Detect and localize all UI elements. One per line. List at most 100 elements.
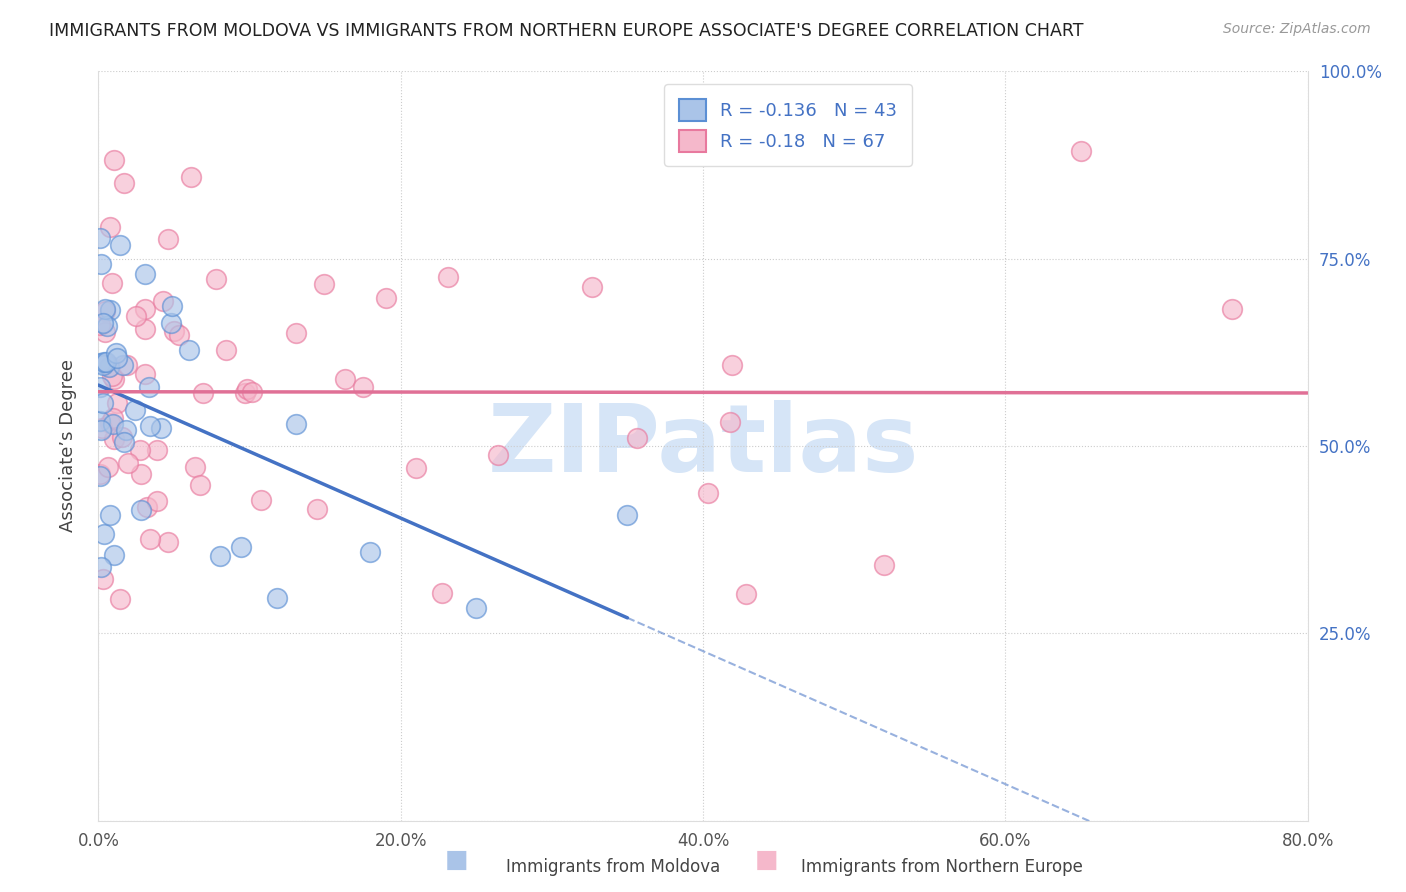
Point xyxy=(626,431,648,445)
Text: IMMIGRANTS FROM MOLDOVA VS IMMIGRANTS FROM NORTHERN EUROPE ASSOCIATE'S DEGREE CO: IMMIGRANTS FROM MOLDOVA VS IMMIGRANTS FR… xyxy=(49,22,1084,40)
Point xyxy=(249,492,271,507)
Point xyxy=(124,402,146,417)
Text: ■: ■ xyxy=(446,848,468,872)
Point xyxy=(115,358,138,372)
Point xyxy=(91,572,114,586)
Text: Immigrants from Moldova: Immigrants from Moldova xyxy=(506,858,720,876)
Point xyxy=(111,430,134,444)
Point xyxy=(110,592,132,607)
Point xyxy=(98,508,121,522)
Point xyxy=(91,358,114,372)
Text: ■: ■ xyxy=(755,848,778,872)
Point xyxy=(486,448,509,462)
Point xyxy=(157,232,180,246)
Point xyxy=(437,270,460,285)
Point xyxy=(1220,301,1243,316)
Point xyxy=(188,477,211,491)
Point xyxy=(145,443,167,458)
Point xyxy=(107,395,129,409)
Point xyxy=(616,508,638,522)
Point xyxy=(89,231,111,245)
Point xyxy=(112,176,135,190)
Point xyxy=(94,304,117,318)
Point xyxy=(266,591,288,606)
Point xyxy=(91,316,114,330)
Point xyxy=(160,316,183,330)
Point xyxy=(112,434,135,449)
Point xyxy=(177,343,200,358)
Point xyxy=(98,359,121,373)
Point xyxy=(134,302,156,317)
Text: ZIPatlas: ZIPatlas xyxy=(488,400,918,492)
Point xyxy=(107,351,129,365)
Point xyxy=(128,443,150,458)
Point xyxy=(720,358,742,372)
Point xyxy=(90,423,112,437)
Point xyxy=(139,418,162,433)
Point xyxy=(111,358,134,372)
Point xyxy=(129,467,152,482)
Point xyxy=(117,456,139,470)
Point xyxy=(191,386,214,401)
Point xyxy=(90,257,112,271)
Point xyxy=(94,301,117,316)
Point xyxy=(718,415,741,429)
Point xyxy=(98,219,121,234)
Point xyxy=(103,433,125,447)
Point xyxy=(696,486,718,500)
Point xyxy=(125,309,148,323)
Text: Immigrants from Northern Europe: Immigrants from Northern Europe xyxy=(801,858,1083,876)
Point xyxy=(103,548,125,562)
Point xyxy=(89,357,111,371)
Point xyxy=(208,549,231,564)
Point xyxy=(134,367,156,381)
Point xyxy=(93,527,115,541)
Point xyxy=(405,460,427,475)
Point xyxy=(114,423,136,437)
Point xyxy=(89,469,111,483)
Point xyxy=(152,294,174,309)
Point xyxy=(873,558,896,572)
Point xyxy=(103,410,125,425)
Point xyxy=(101,368,124,383)
Point xyxy=(90,560,112,574)
Point xyxy=(100,416,122,430)
Point xyxy=(215,343,238,357)
Point xyxy=(91,396,114,410)
Point xyxy=(236,382,259,396)
Point xyxy=(94,355,117,369)
Point xyxy=(205,272,228,286)
Point xyxy=(93,355,115,369)
Point xyxy=(581,280,603,294)
Point xyxy=(150,421,173,435)
Point xyxy=(89,318,111,333)
Point xyxy=(105,346,128,360)
Point xyxy=(135,500,157,514)
Point xyxy=(233,386,256,401)
Point xyxy=(1070,144,1092,158)
Point xyxy=(146,493,169,508)
Point xyxy=(94,325,117,339)
Point xyxy=(89,414,111,428)
Point xyxy=(134,267,156,281)
Point xyxy=(160,299,183,313)
Point xyxy=(156,534,179,549)
Point xyxy=(229,540,252,554)
Point xyxy=(360,545,382,559)
Point xyxy=(108,237,131,252)
Point xyxy=(134,322,156,336)
Point xyxy=(98,359,121,374)
Point xyxy=(734,587,756,601)
Point xyxy=(375,292,398,306)
Point xyxy=(352,379,374,393)
Point xyxy=(139,532,162,546)
Point xyxy=(129,502,152,516)
Point xyxy=(430,586,453,600)
Point xyxy=(335,372,357,386)
Point xyxy=(138,379,160,393)
Point xyxy=(285,326,308,340)
Y-axis label: Associate’s Degree: Associate’s Degree xyxy=(59,359,77,533)
Point xyxy=(167,328,190,343)
Point xyxy=(103,153,125,168)
Point xyxy=(163,324,186,338)
